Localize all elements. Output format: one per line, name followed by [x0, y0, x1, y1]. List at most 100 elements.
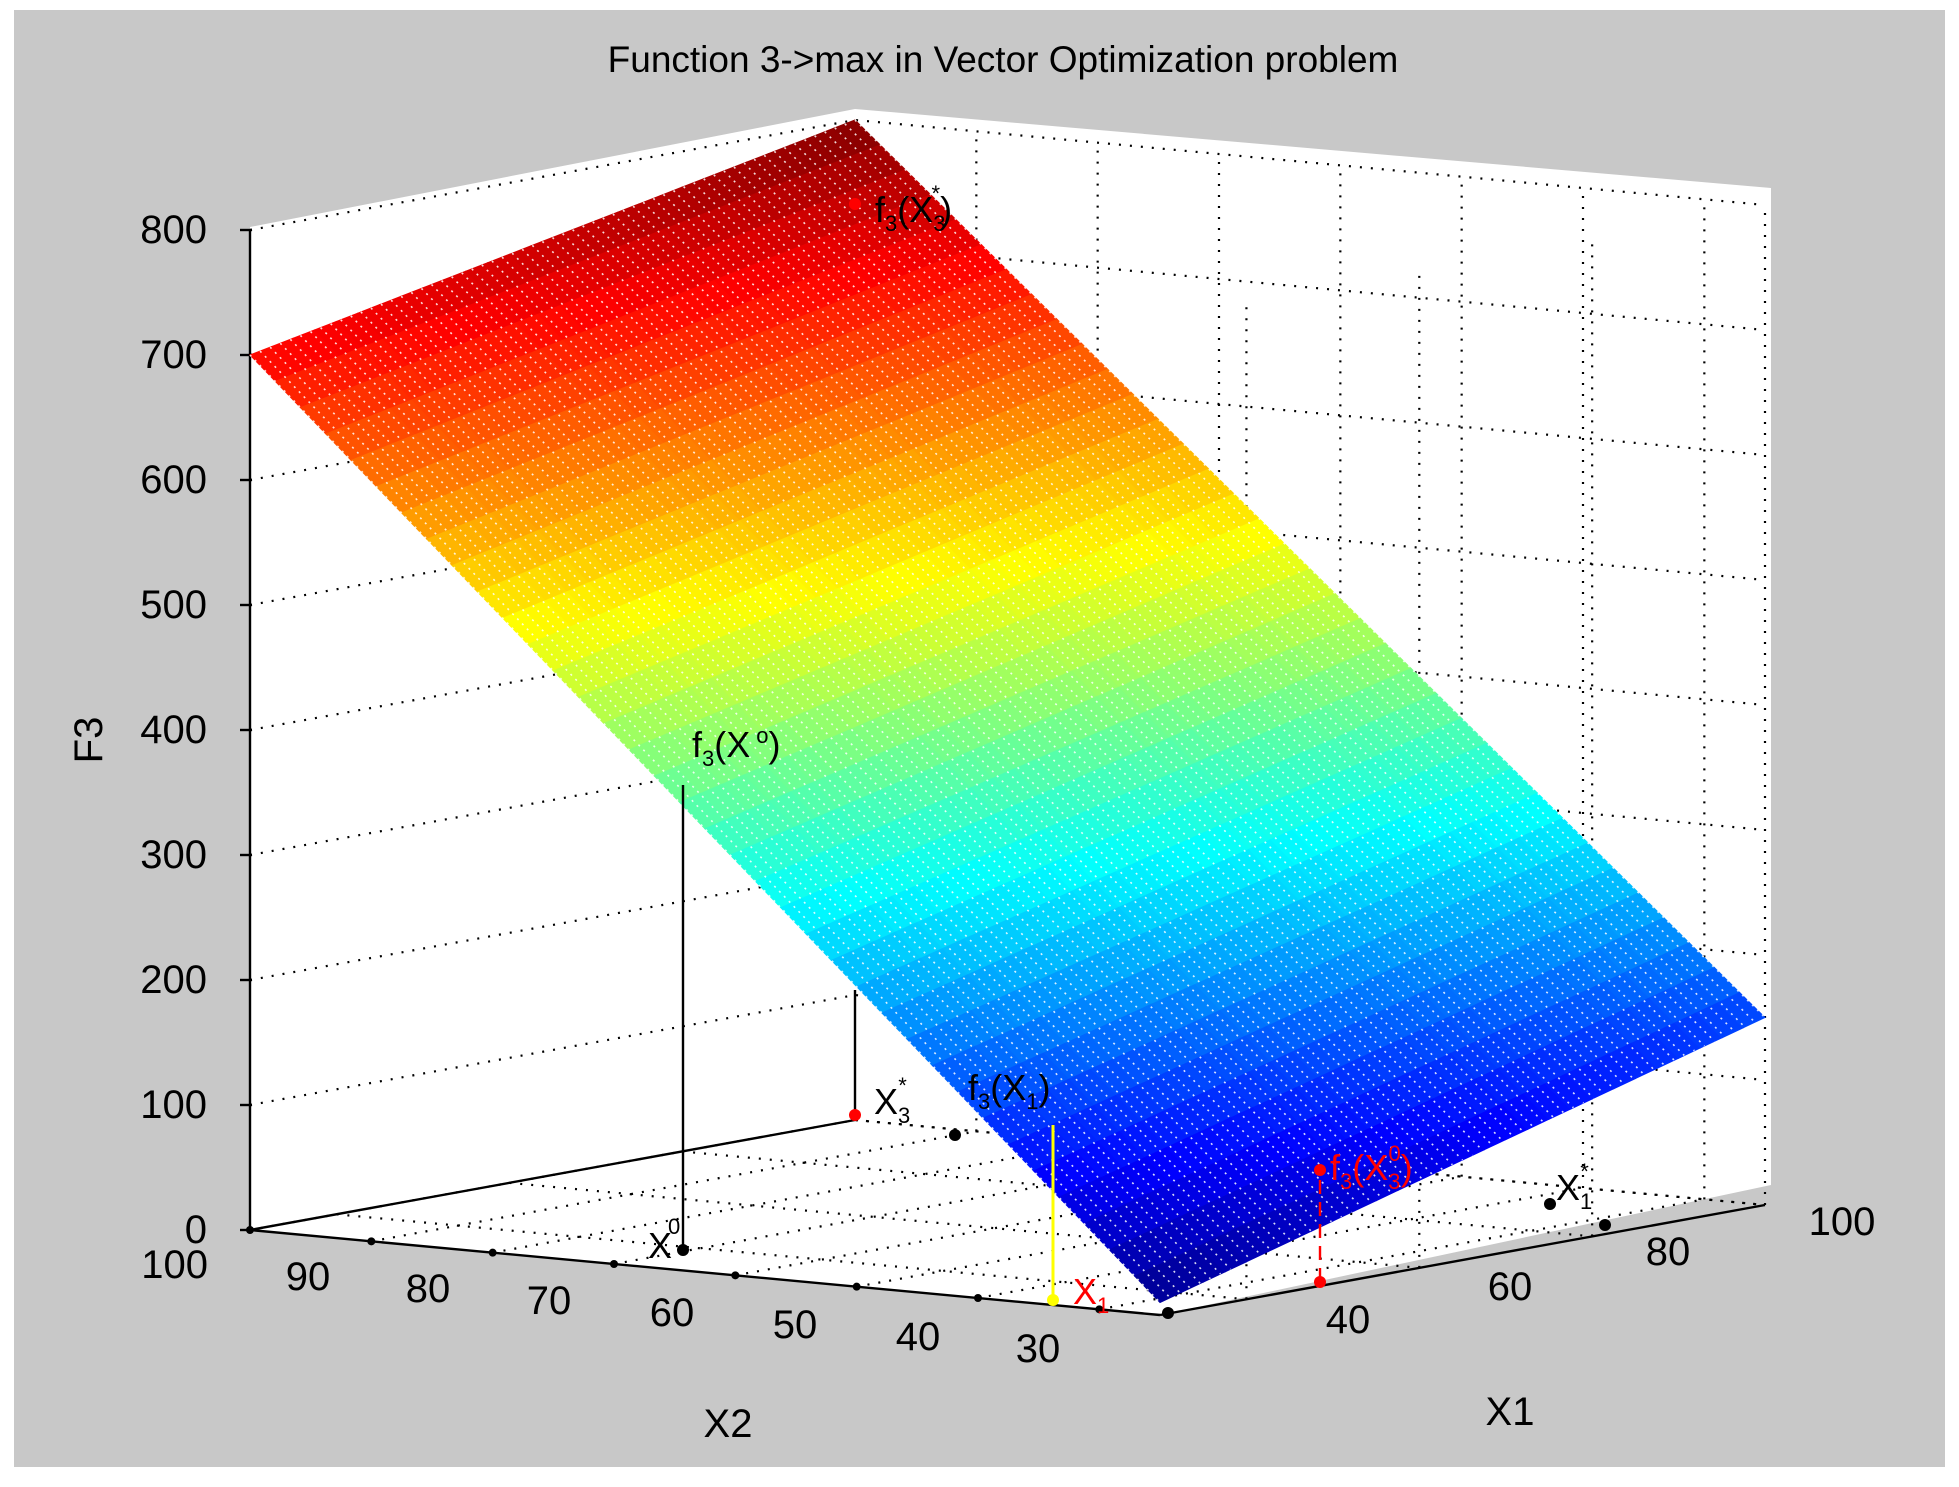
x2-tick-mark	[610, 1260, 618, 1268]
x2-axis-label: X2	[704, 1402, 753, 1446]
x2-tick-label: 90	[286, 1255, 331, 1299]
surface-mesh-line	[551, 236, 1464, 1161]
markers	[677, 198, 1611, 1319]
surface-mesh-line	[360, 311, 1272, 1251]
annotation-x0: X0	[648, 1214, 680, 1266]
surface-mesh-line	[683, 186, 1595, 1099]
surface	[249, 119, 1766, 1304]
surface-mesh-line	[844, 123, 1756, 1023]
surface-mesh-line	[269, 346, 1181, 1294]
x2-tick-label: 50	[773, 1303, 818, 1347]
z-tick-label: 300	[140, 833, 207, 877]
z-tick-label: 600	[140, 458, 207, 502]
x2-tick-mark	[1095, 1305, 1104, 1314]
z-tick-label: 700	[140, 333, 207, 377]
surface-mesh-line	[380, 303, 1292, 1242]
x2-axis-line	[249, 1228, 1161, 1317]
surface-mesh-line	[642, 201, 1554, 1118]
surface-mesh-line	[703, 178, 1615, 1090]
x1-tick-label: 80	[1646, 1230, 1691, 1274]
surface-mesh-line	[330, 323, 1242, 1266]
z-tick-label: 0	[185, 1208, 207, 1252]
z-tick-label: 400	[140, 708, 207, 752]
surface-mesh-line	[622, 209, 1534, 1128]
x2-tick-mark	[974, 1294, 982, 1302]
surface-mesh-line	[400, 295, 1312, 1232]
x1-tick-label: 60	[1488, 1265, 1533, 1309]
surface-texture	[249, 119, 1766, 1304]
surface-mesh-line	[582, 225, 1494, 1147]
x2-tick-mark	[488, 1248, 497, 1257]
surface-mesh-line	[672, 189, 1585, 1104]
annotations: f3(X3*) f3(X o) X3* f3(X1) f3(X30) X1* X0…	[648, 181, 1592, 1318]
data-marker	[1544, 1198, 1556, 1210]
data-marker	[1162, 1307, 1174, 1319]
surface-mesh-line	[420, 287, 1332, 1223]
surface-mesh-line	[410, 291, 1322, 1228]
x2-tick-mark	[852, 1282, 861, 1291]
z-tick-label: 200	[140, 958, 207, 1002]
z-tick-label: 800	[140, 208, 207, 252]
surface-mesh-line	[370, 307, 1282, 1247]
z-tick-label: 100	[140, 1083, 207, 1127]
surface-mesh-line	[662, 193, 1574, 1109]
x1-axis-line	[1159, 1203, 1766, 1317]
data-marker	[949, 1129, 961, 1141]
surface-mesh-line	[299, 334, 1211, 1280]
annotation-x1: X1	[1073, 1271, 1109, 1318]
surface-mesh-line	[572, 229, 1484, 1152]
annotation-f3-x3star: f3(X3*)	[875, 181, 952, 236]
data-marker	[677, 1244, 689, 1256]
x1-tick-label: 40	[1326, 1298, 1371, 1342]
annotation-x1star: X1*	[1556, 1159, 1592, 1214]
axes-box	[240, 228, 1766, 1317]
data-marker	[849, 198, 861, 210]
x1-axis-label: X1	[1486, 1390, 1535, 1434]
z-axis-label: F3	[67, 717, 111, 764]
data-marker	[1047, 1294, 1059, 1306]
annotation-x3star: X3*	[874, 1073, 910, 1128]
annotation-f3-x1: f3(X1)	[968, 1067, 1051, 1114]
data-marker	[1314, 1276, 1326, 1288]
x2-tick-mark	[246, 1226, 254, 1234]
surface-mesh-line	[693, 182, 1605, 1095]
data-marker	[1314, 1164, 1326, 1176]
surface-mesh-line	[713, 174, 1625, 1085]
surface-mesh-line	[309, 330, 1222, 1275]
annotation-f3-x3zero: f3(X30)	[1330, 1141, 1413, 1194]
surface-mesh-line	[279, 342, 1191, 1289]
x2-tick-label: 60	[650, 1291, 695, 1335]
z-ticks: 0 100 200 300 400 500 600 700 800	[140, 208, 207, 1252]
data-marker	[849, 1109, 861, 1121]
x2-ticks: 100 90 80 70 60 50 40 30	[141, 1243, 1060, 1371]
surface-mesh-line	[320, 327, 1232, 1270]
x2-tick-label: 100	[141, 1243, 208, 1287]
chart-title: Function 3->max in Vector Optimization p…	[608, 39, 1399, 80]
annotation-f3-x0: f3(X o)	[692, 723, 781, 771]
surface-mesh-line	[854, 119, 1766, 1019]
surface-mesh-line	[441, 280, 1353, 1213]
x1-ticks: 40 60 80 100	[1326, 1200, 1876, 1342]
x2-tick-label: 70	[527, 1279, 572, 1323]
x2-tick-label: 30	[1016, 1327, 1061, 1371]
surface-mesh-line	[430, 283, 1343, 1218]
surface-mesh-line	[390, 299, 1302, 1237]
x2-tick-label: 40	[896, 1315, 941, 1359]
surface-mesh-line	[249, 354, 1161, 1304]
surface-mesh-line	[340, 319, 1252, 1261]
surface-mesh-line	[652, 197, 1564, 1114]
z-tick-label: 500	[140, 583, 207, 627]
guide-lines	[681, 785, 1322, 1300]
surface-mesh-line	[350, 315, 1262, 1256]
surface-mesh-line	[562, 233, 1474, 1156]
surface-mesh-line	[723, 170, 1635, 1080]
surface-mesh-line	[632, 205, 1544, 1123]
data-marker	[1599, 1219, 1611, 1231]
x2-tick-mark	[731, 1271, 740, 1280]
surface-mesh-line	[289, 338, 1201, 1285]
x1-tick-label: 100	[1809, 1200, 1876, 1244]
surface-mesh-line	[259, 350, 1171, 1299]
x2-tick-mark	[367, 1237, 376, 1246]
x2-tick-label: 80	[406, 1267, 451, 1311]
